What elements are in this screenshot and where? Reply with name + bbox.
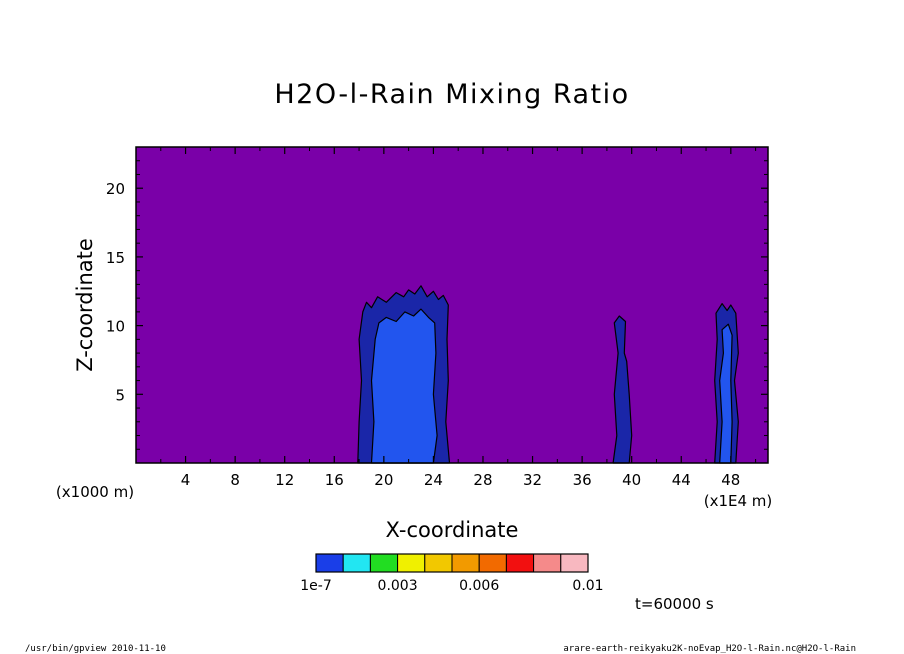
time-label: t=60000 s <box>635 595 714 613</box>
colorbar-swatch <box>451 553 480 573</box>
x-tick-label: 48 <box>721 471 740 489</box>
x-tick-label: 44 <box>672 471 691 489</box>
x-tick-label: 8 <box>230 471 240 489</box>
plot-background <box>136 147 768 463</box>
x-unit-left: (x1000 m) <box>56 483 134 501</box>
y-tick-label: 10 <box>106 318 125 336</box>
colorbar-swatch <box>397 553 426 573</box>
x-axis-label: X-coordinate <box>386 518 519 542</box>
colorbar <box>315 553 589 573</box>
x-tick-label: 36 <box>573 471 592 489</box>
colorbar-swatch <box>342 553 371 573</box>
contour-regions <box>357 285 739 464</box>
x-tick-label: 12 <box>275 471 294 489</box>
colorbar-label: 0.006 <box>459 578 499 594</box>
colorbar-swatch <box>424 553 453 573</box>
y-tick-label: 20 <box>106 180 125 198</box>
axis-ticks <box>136 147 768 463</box>
plot-area <box>135 146 769 464</box>
y-tick-label: 15 <box>106 249 125 267</box>
y-axis-label: Z-coordinate <box>73 238 97 372</box>
colorbar-swatch <box>505 553 535 573</box>
footer-right: arare-earth-reikyaku2K-noEvap_H2O-l-Rain… <box>563 644 856 654</box>
colorbar-swatch <box>533 553 562 573</box>
x-tick-label: 32 <box>523 471 542 489</box>
chart-title: H2O-l-Rain Mixing Ratio <box>274 79 629 110</box>
x-tick-label: 24 <box>424 471 443 489</box>
colorbar-swatch <box>315 553 344 573</box>
x-tick-label: 4 <box>181 471 191 489</box>
colorbar-labels: 1e-7 0.003 0.006 0.01 <box>300 578 603 594</box>
colorbar-frame <box>315 553 589 573</box>
colorbar-swatch <box>560 553 589 573</box>
contour-cell-3-inner <box>719 323 733 464</box>
x-unit-right: (x1E4 m) <box>704 492 773 510</box>
x-tick-label: 28 <box>473 471 492 489</box>
x-tick-label: 40 <box>622 471 641 489</box>
y-tick-label: 5 <box>115 386 125 404</box>
colorbar-swatch <box>369 553 399 573</box>
y-tick-labels: 5 10 15 20 <box>106 180 125 404</box>
x-tick-label: 16 <box>325 471 344 489</box>
plot-frame <box>135 146 769 464</box>
contour-cell-2 <box>612 315 633 464</box>
x-tick-labels: 4 8 12 16 20 24 28 32 36 40 44 48 <box>181 471 741 489</box>
x-tick-label: 20 <box>374 471 393 489</box>
colorbar-label: 0.01 <box>572 578 603 594</box>
contour-cell-1-inner <box>370 308 438 464</box>
colorbar-label: 0.003 <box>378 578 418 594</box>
colorbar-swatch <box>478 553 507 573</box>
footer-left: /usr/bin/gpview 2010-11-10 <box>25 644 166 654</box>
colorbar-label: 1e-7 <box>300 578 331 594</box>
